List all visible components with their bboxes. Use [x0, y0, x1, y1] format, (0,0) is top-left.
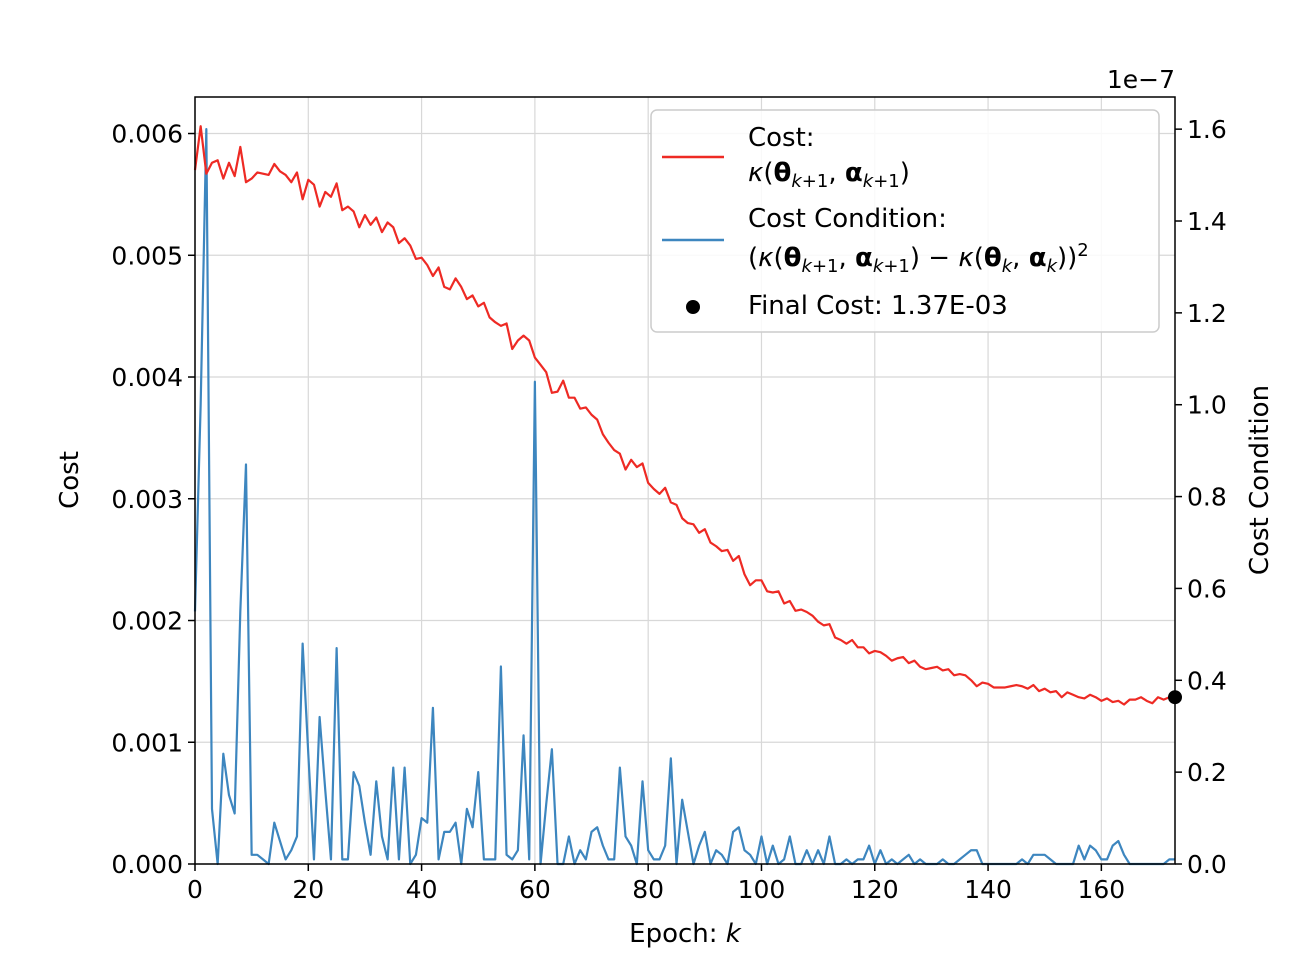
x-tick-label: 140 — [964, 875, 1012, 904]
series-line-cost — [193, 125, 1175, 706]
legend-cost-condition-title: Cost Condition: — [748, 204, 947, 234]
y-right-tick-label: 0.4 — [1187, 666, 1227, 695]
x-tick-label: 120 — [851, 875, 899, 904]
y-left-tick-label: 0.001 — [111, 728, 183, 757]
plot-frame — [194, 96, 1176, 865]
y-right-tick-label: 1.2 — [1187, 299, 1227, 328]
legend-cost-title: Cost: — [748, 123, 815, 153]
y-right-tick-label: 1.6 — [1187, 115, 1227, 144]
y-axis-right-scale-label: 1e−7 — [1107, 65, 1175, 94]
y-axis-right: 0.0 0.2 0.4 0.6 0.8 1.0 1.2 1.4 1.6 — [1175, 115, 1227, 879]
y-right-tick-label: 1.4 — [1187, 207, 1227, 236]
x-tick-label: 20 — [292, 875, 324, 904]
y-axis-left-label: Cost — [55, 451, 85, 509]
legend: Cost: κ(θk+1, αk+1) Cost Condition: (κ(θ… — [650, 109, 1160, 333]
legend-box — [650, 109, 1160, 333]
y-left-tick-label: 0.003 — [111, 485, 183, 514]
y-right-tick-label: 0.2 — [1187, 758, 1227, 787]
y-right-tick-label: 1.0 — [1187, 391, 1227, 420]
y-right-tick-label: 0.6 — [1187, 574, 1227, 603]
y-left-tick-label: 0.002 — [111, 607, 183, 636]
x-axis: 0 20 40 60 80 100 120 140 160 — [187, 864, 1125, 904]
y-right-tick-label: 0.0 — [1187, 850, 1227, 879]
y-left-tick-label: 0.004 — [111, 363, 183, 392]
y-left-tick-label: 0.000 — [111, 850, 183, 879]
legend-cost-formula: κ(θk+1, αk+1) — [748, 158, 910, 192]
legend-cost-condition-formula: (κ(θk+1, αk+1) − κ(θk, αk))2 — [748, 240, 1089, 277]
x-tick-label: 80 — [632, 875, 664, 904]
y-right-tick-label: 0.8 — [1187, 483, 1227, 512]
x-tick-label: 60 — [519, 875, 551, 904]
legend-final-cost-label: Final Cost: 1.37E-03 — [748, 291, 1008, 321]
y-axis-left: 0.000 0.001 0.002 0.003 0.004 0.005 0.006 — [111, 120, 195, 879]
y-axis-right-label: Cost Condition — [1245, 385, 1275, 575]
x-axis-label: Epoch: k — [629, 919, 742, 949]
x-tick-label: 100 — [738, 875, 786, 904]
y-left-tick-label: 0.006 — [111, 120, 183, 149]
y-left-tick-label: 0.005 — [111, 241, 183, 270]
x-tick-label: 40 — [406, 875, 438, 904]
x-tick-label: 0 — [187, 875, 203, 904]
legend-marker-final-cost — [686, 300, 700, 314]
x-tick-label: 160 — [1077, 875, 1125, 904]
